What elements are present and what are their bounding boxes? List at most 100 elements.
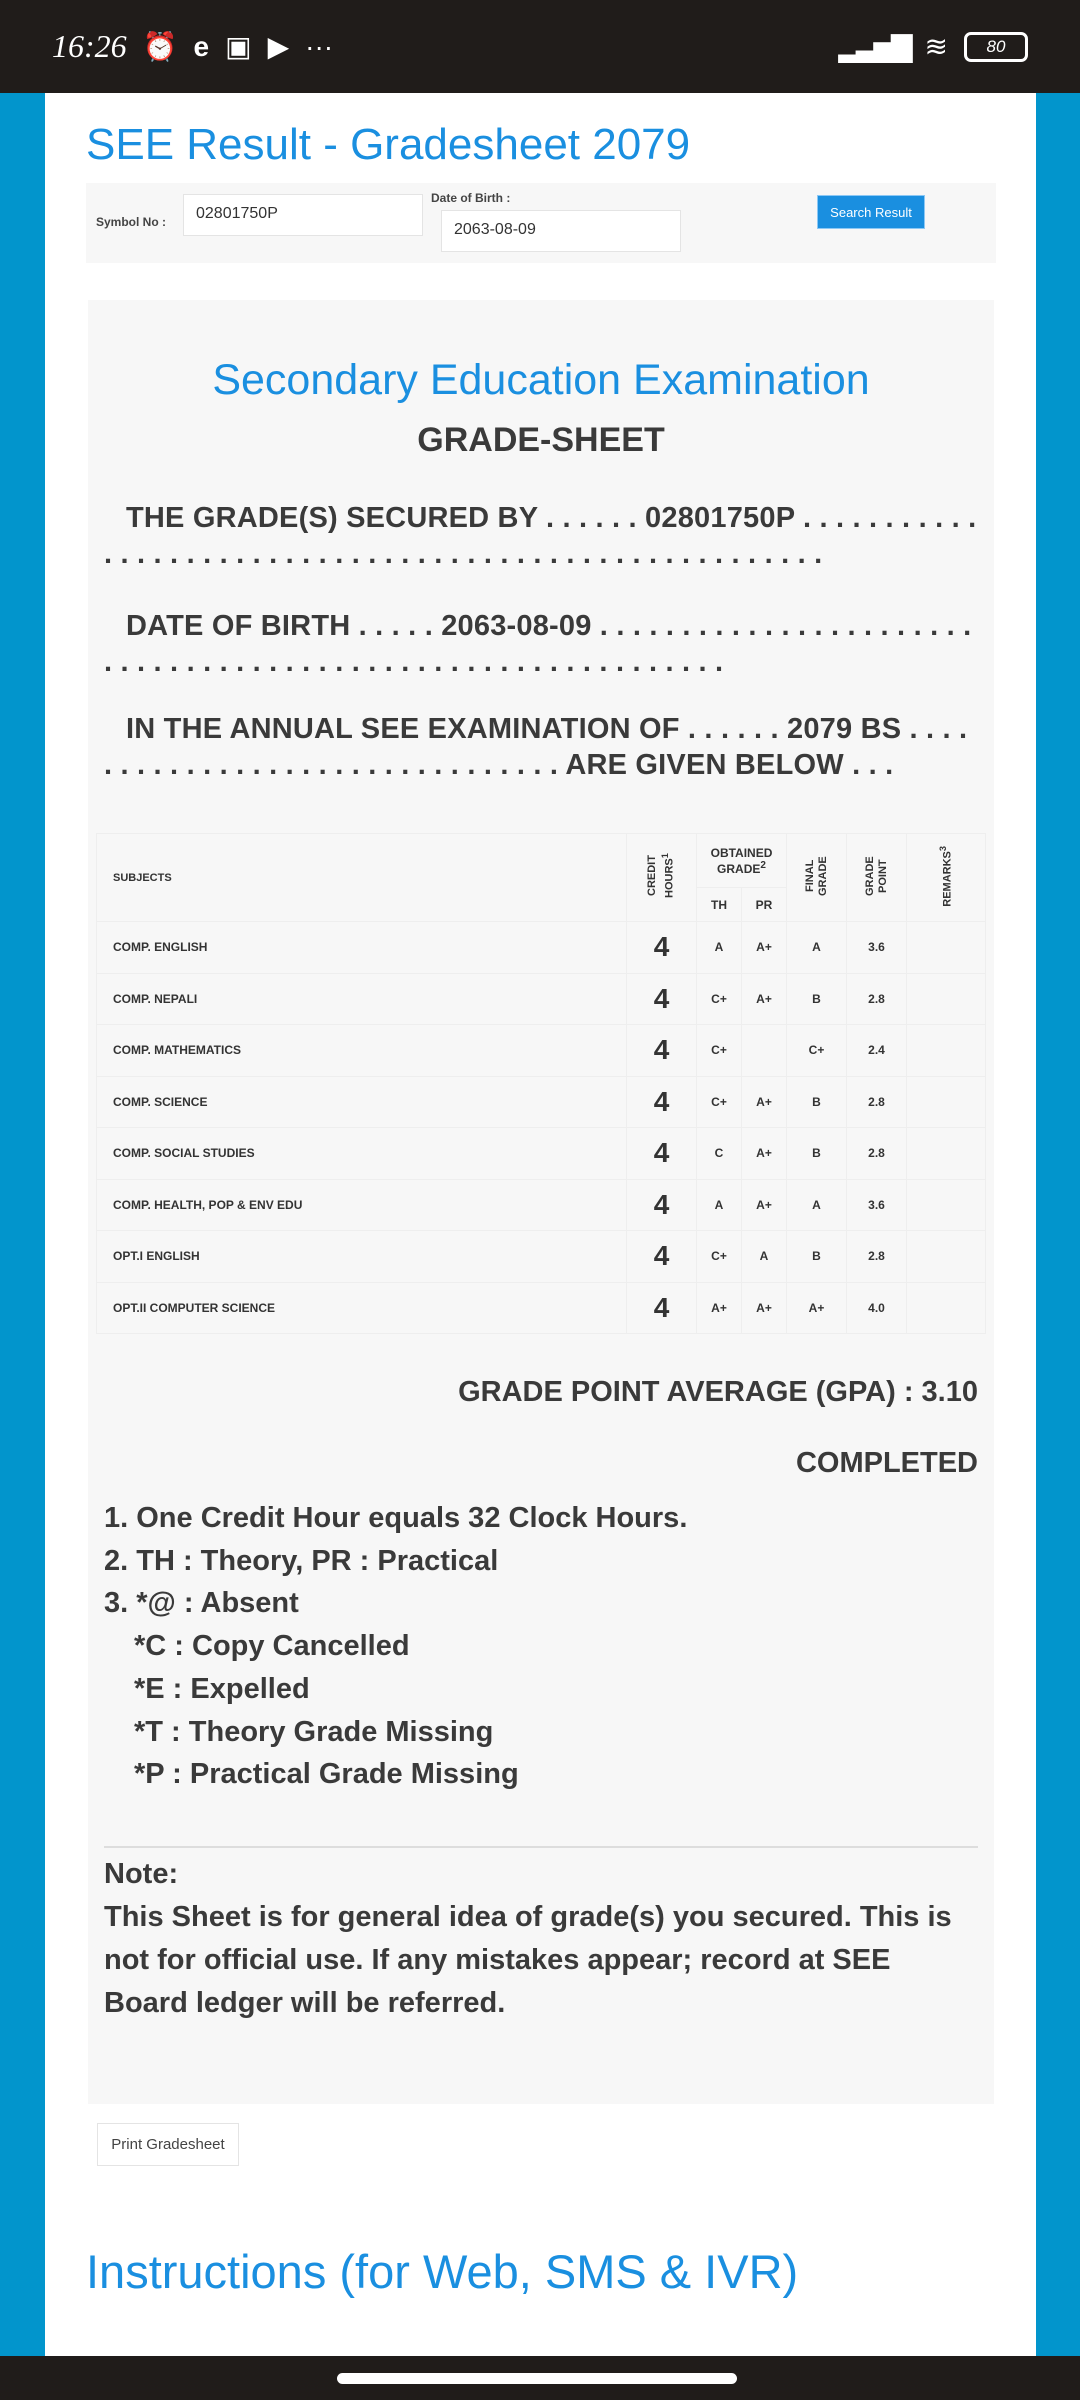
credit-cell: 4 xyxy=(626,1230,697,1283)
divider xyxy=(104,1845,978,1848)
print-gradesheet-button[interactable]: Print Gradesheet xyxy=(97,2123,239,2166)
subject-cell: COMP. NEPALI xyxy=(96,972,627,1025)
header-subjects: SUBJECTS xyxy=(96,833,627,922)
final-grade-cell: A xyxy=(786,921,847,974)
exam-line: IN THE ANNUAL SEE EXAMINATION OF . . . .… xyxy=(104,713,968,781)
credit-cell: 4 xyxy=(626,1281,697,1334)
sup: 1 xyxy=(660,853,671,859)
gradesheet-panel: Secondary Education Examination GRADE-SH… xyxy=(88,300,994,2104)
header-credit-text: CREDIT HOURS xyxy=(646,855,676,899)
dob-input[interactable]: 2063-08-09 xyxy=(441,210,681,252)
final-grade-cell: C+ xyxy=(786,1024,847,1077)
more-dots-icon: ··· xyxy=(305,30,334,62)
remarks-cell xyxy=(906,972,986,1025)
th-grade-cell: A xyxy=(696,1178,742,1231)
table-row: COMP. NEPALI 4 C+ A+ B 2.8 xyxy=(96,972,986,1025)
table-row: COMP. SCIENCE 4 C+ A+ B 2.8 xyxy=(96,1075,986,1128)
grade-point-cell: 2.8 xyxy=(846,972,907,1025)
credit-cell: 4 xyxy=(626,1024,697,1077)
header-point: GRADE POINT xyxy=(846,833,907,922)
header-remarks: REMARKS3 xyxy=(906,833,986,922)
footnote: 3. *@ : Absent xyxy=(104,1587,299,1620)
youtube-icon: ▶ xyxy=(267,30,290,62)
table-row: COMP. SOCIAL STUDIES 4 C A+ B 2.8 xyxy=(96,1127,986,1180)
status-right: ▂▃▅▇ ≋ 80 xyxy=(838,31,1028,63)
header-credit: CREDIT HOURS1 xyxy=(626,833,697,922)
subject-cell: COMP. SOCIAL STUDIES xyxy=(96,1127,627,1180)
footnote: *P : Practical Grade Missing xyxy=(134,1758,519,1791)
header-obtained-text: OBTAINED GRADE xyxy=(710,845,773,876)
home-gesture-handle[interactable] xyxy=(337,2373,737,2384)
subject-cell: OPT.II COMPUTER SCIENCE xyxy=(96,1281,627,1334)
remarks-cell xyxy=(906,1178,986,1231)
note-title: Note: xyxy=(104,1857,179,1890)
navigation-bar xyxy=(0,2356,1080,2400)
table-row: COMP. ENGLISH 4 A A+ A 3.6 xyxy=(96,921,986,974)
remarks-cell xyxy=(906,921,986,974)
footnotes: 1. One Credit Hour equals 32 Clock Hours… xyxy=(104,1497,978,1796)
remarks-cell xyxy=(906,1024,986,1077)
header-obtained: OBTAINED GRADE2 xyxy=(696,832,787,889)
pr-grade-cell: A+ xyxy=(741,921,787,974)
app-icon: ▣ xyxy=(225,30,252,62)
header-remarks-text: REMARKS xyxy=(941,850,954,907)
grade-point-cell: 3.6 xyxy=(846,921,907,974)
remarks-cell xyxy=(906,1281,986,1334)
dob-label: Date of Birth : xyxy=(431,191,511,205)
th-grade-cell: C+ xyxy=(696,1230,742,1283)
symbol-input[interactable]: 02801750P xyxy=(183,194,423,236)
instructions-title: Instructions (for Web, SMS & IVR) xyxy=(86,2245,799,2298)
table-row: OPT.I ENGLISH 4 C+ A B 2.8 xyxy=(96,1230,986,1283)
gpa-text: GRADE POINT AVERAGE (GPA) : 3.10 xyxy=(458,1376,978,1408)
th-grade-cell: C+ xyxy=(696,1075,742,1128)
pr-grade-cell: A+ xyxy=(741,1178,787,1231)
sup: 2 xyxy=(760,859,766,871)
grade-point-cell: 2.8 xyxy=(846,1230,907,1283)
note-text: This Sheet is for general idea of grade(… xyxy=(104,1900,952,2019)
page-content: SEE Result - Gradesheet 2079 Symbol No :… xyxy=(45,93,1036,2356)
pr-grade-cell: A+ xyxy=(741,1127,787,1180)
result-status: COMPLETED xyxy=(795,1447,978,1479)
alarm-icon: ⏰ xyxy=(142,30,178,62)
credit-cell: 4 xyxy=(626,1127,697,1180)
signal-icon: ▂▃▅▇ xyxy=(838,30,912,62)
browser-e-icon: e xyxy=(193,30,210,62)
header-point-text: GRADE POINT xyxy=(863,856,889,896)
pr-grade-cell xyxy=(741,1024,787,1077)
final-grade-cell: B xyxy=(786,972,847,1025)
battery-level: 80 xyxy=(986,36,1006,56)
th-grade-cell: C+ xyxy=(696,972,742,1025)
dob-line: DATE OF BIRTH . . . . . 2063-08-09 . . .… xyxy=(104,610,972,678)
subject-cell: COMP. SCIENCE xyxy=(96,1075,627,1128)
final-grade-cell: A+ xyxy=(786,1281,847,1334)
grade-point-cell: 2.4 xyxy=(846,1024,907,1077)
symbol-label: Symbol No : xyxy=(96,215,167,229)
header-final: FINAL GRADE xyxy=(786,833,847,922)
status-bar: 16:26 ⏰ e ▣ ▶ ··· ▂▃▅▇ ≋ 80 xyxy=(0,0,1080,93)
footnote: 2. TH : Theory, PR : Practical xyxy=(104,1544,499,1577)
th-grade-cell: A xyxy=(696,921,742,974)
credit-cell: 4 xyxy=(626,1178,697,1231)
header-pr: PR xyxy=(741,887,787,922)
remarks-cell xyxy=(906,1230,986,1283)
footnote: *T : Theory Grade Missing xyxy=(134,1715,494,1748)
note: Note: This Sheet is for general idea of … xyxy=(104,1853,978,2025)
grade-point-cell: 3.6 xyxy=(846,1178,907,1231)
subject-cell: COMP. MATHEMATICS xyxy=(96,1024,627,1077)
grades-table: SUBJECTS CREDIT HOURS1 OBTAINED GRADE2 F… xyxy=(96,832,986,1334)
credit-cell: 4 xyxy=(626,972,697,1025)
th-grade-cell: C xyxy=(696,1127,742,1180)
secured-by-line: THE GRADE(S) SECURED BY . . . . . . 0280… xyxy=(104,502,977,570)
wifi-icon: ≋ xyxy=(924,30,948,62)
final-grade-cell: B xyxy=(786,1230,847,1283)
final-grade-cell: B xyxy=(786,1075,847,1128)
search-result-button[interactable]: Search Result xyxy=(817,195,925,229)
table-row: COMP. HEALTH, POP & ENV EDU 4 A A+ A 3.6 xyxy=(96,1178,986,1231)
final-grade-cell: B xyxy=(786,1127,847,1180)
footnote: 1. One Credit Hour equals 32 Clock Hours… xyxy=(104,1502,688,1534)
header-final-text: FINAL GRADE xyxy=(803,856,829,896)
pr-grade-cell: A+ xyxy=(741,972,787,1025)
th-grade-cell: A+ xyxy=(696,1281,742,1334)
th-grade-cell: C+ xyxy=(696,1024,742,1077)
footnote: *E : Expelled xyxy=(134,1672,310,1705)
